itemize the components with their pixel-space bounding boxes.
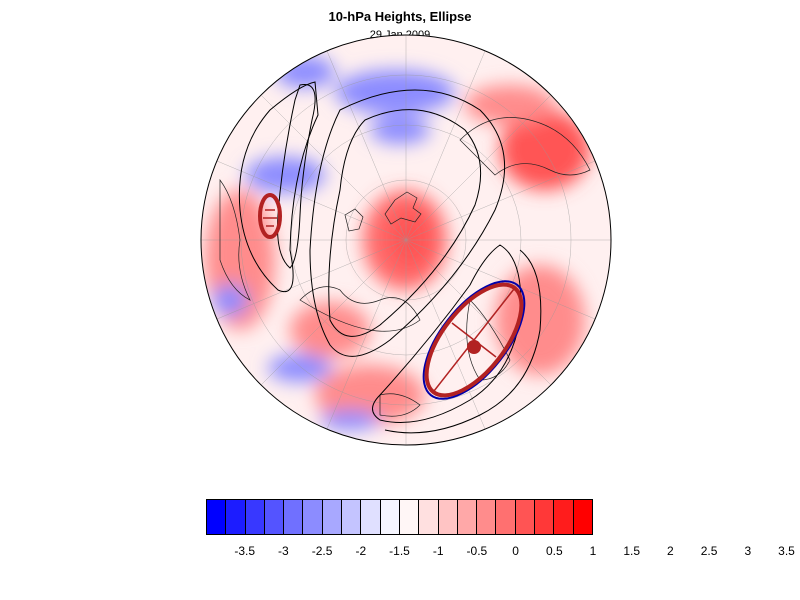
colorbar: [206, 499, 593, 535]
colorbar-swatch: [284, 500, 304, 534]
neg-anomaly-north-center: [370, 116, 430, 144]
small-vortex-ellipse: [258, 193, 282, 239]
colorbar-swatch: [226, 500, 246, 534]
colorbar-swatch: [419, 500, 439, 534]
colorbar-tick-label: 2: [667, 544, 674, 558]
globe-outline: [200, 34, 612, 446]
colorbar-tick-label: -1: [432, 544, 444, 558]
colorbar-swatch: [361, 500, 381, 534]
colorbar-swatch: [477, 500, 497, 534]
colorbar-tick-label: -3.5: [234, 544, 256, 558]
colorbar-swatch: [515, 500, 536, 534]
main-vortex-ellipse: [424, 282, 524, 398]
colorbar-tick-label: 1.5: [623, 544, 641, 558]
pos-anomaly-southwest: [290, 302, 370, 358]
colorbar-swatch: [245, 500, 265, 534]
colorbar-tick-label: 0.5: [545, 544, 563, 558]
colorbar-swatch: [303, 500, 323, 534]
colorbar-tick-label: -2.5: [311, 544, 333, 558]
colorbar-tick-label: 3.5: [778, 544, 795, 558]
colorbar-swatch: [457, 500, 478, 534]
neg-anomaly-southwest: [268, 354, 332, 382]
colorbar-tick-label: 3: [744, 544, 752, 558]
chart-title: 10-hPa Heights, Ellipse: [328, 9, 472, 24]
neg-anomaly-west: [245, 157, 325, 193]
anomaly-field: [201, 35, 611, 445]
colorbar-tick-label: 0: [512, 544, 519, 558]
graticule: [201, 35, 611, 445]
colorbar-tick-label: -1.5: [389, 544, 410, 558]
neg-anomaly-northwest: [275, 56, 335, 88]
pos-anomaly-south: [315, 365, 425, 425]
vortex-ellipses: [258, 193, 526, 400]
main-vortex-center-marker: [467, 340, 481, 354]
colorbar-tick-labels: -3.5 -3 -2.5 -2 -1.5 -1 -0.5 0 0.5 1 1.5 2 2.5 3 3.5: [0, 544, 800, 560]
colorbar-swatch: [380, 500, 400, 534]
colorbar-swatch: [573, 500, 592, 534]
colorbar-swatch: [264, 500, 285, 534]
colorbar-tick-label: -3: [278, 544, 289, 558]
colorbar-swatch: [342, 500, 362, 534]
colorbar-tick-label: -0.5: [466, 544, 488, 558]
colorbar-swatch: [535, 500, 555, 534]
pos-anomaly-east: [500, 110, 590, 190]
colorbar-swatch: [207, 500, 227, 534]
colorbar-swatch: [399, 500, 420, 534]
neg-anomaly-south: [320, 410, 380, 430]
colorbar-swatch: [438, 500, 458, 534]
colorbar-tick-label: 1: [589, 544, 597, 558]
pos-anomaly-northeast: [465, 85, 555, 125]
colorbar-swatch: [554, 500, 574, 534]
coastlines: [219, 117, 591, 417]
colorbar-tick-label: -2: [355, 544, 367, 558]
colorbar-swatch: [496, 500, 516, 534]
small-vortex-inner-lines: [263, 209, 277, 227]
colorbar-tick-label: 2.5: [700, 544, 718, 558]
neg-anomaly-far-west: [212, 284, 248, 316]
pos-anomaly-center-core: [388, 208, 432, 268]
colorbar-swatch: [322, 500, 343, 534]
